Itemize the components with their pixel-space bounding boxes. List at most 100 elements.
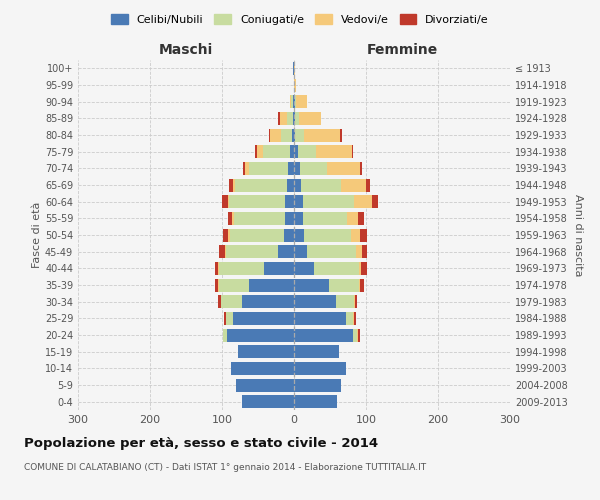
Bar xyxy=(288,162,294,175)
Bar xyxy=(294,312,346,325)
Bar xyxy=(294,278,329,291)
Bar xyxy=(226,312,233,325)
Bar xyxy=(287,112,293,125)
Bar xyxy=(356,245,362,258)
Bar xyxy=(294,328,353,342)
Bar xyxy=(341,178,366,192)
Bar xyxy=(294,195,302,208)
Bar xyxy=(362,245,367,258)
Bar xyxy=(358,212,364,225)
Bar xyxy=(219,262,264,275)
Bar xyxy=(292,128,294,141)
Bar xyxy=(304,228,351,241)
Text: COMUNE DI CALATABIANO (CT) - Dati ISTAT 1° gennaio 2014 - Elaborazione TUTTITALI: COMUNE DI CALATABIANO (CT) - Dati ISTAT … xyxy=(24,462,426,471)
Bar xyxy=(222,195,228,208)
Bar xyxy=(270,128,281,141)
Bar xyxy=(360,278,364,291)
Bar xyxy=(294,128,295,141)
Bar xyxy=(278,112,280,125)
Bar xyxy=(294,212,302,225)
Bar xyxy=(278,245,294,258)
Bar xyxy=(294,178,301,192)
Bar xyxy=(359,228,367,241)
Bar xyxy=(229,195,286,208)
Bar xyxy=(329,278,359,291)
Bar xyxy=(359,278,360,291)
Bar xyxy=(233,312,294,325)
Bar xyxy=(294,78,296,92)
Bar xyxy=(359,262,361,275)
Bar xyxy=(316,145,352,158)
Bar xyxy=(296,95,307,108)
Bar xyxy=(294,362,346,375)
Bar xyxy=(304,128,340,141)
Bar xyxy=(294,62,295,75)
Bar xyxy=(294,95,295,108)
Bar xyxy=(219,245,225,258)
Bar xyxy=(373,195,378,208)
Bar xyxy=(287,178,294,192)
Bar xyxy=(229,178,233,192)
Y-axis label: Anni di nascita: Anni di nascita xyxy=(573,194,583,276)
Bar xyxy=(238,345,294,358)
Bar xyxy=(255,145,257,158)
Bar xyxy=(358,328,359,342)
Bar xyxy=(291,95,293,108)
Bar xyxy=(352,145,353,158)
Bar xyxy=(235,178,287,192)
Bar xyxy=(264,262,294,275)
Legend: Celibi/Nubili, Coniugati/e, Vedovi/e, Divorziati/e: Celibi/Nubili, Coniugati/e, Vedovi/e, Di… xyxy=(108,10,492,28)
Bar xyxy=(359,162,362,175)
Bar xyxy=(366,178,370,192)
Bar xyxy=(320,112,322,125)
Bar xyxy=(269,128,270,141)
Bar xyxy=(280,112,287,125)
Bar xyxy=(293,112,294,125)
Bar xyxy=(294,228,304,241)
Text: Popolazione per età, sesso e stato civile - 2014: Popolazione per età, sesso e stato civil… xyxy=(24,438,378,450)
Bar xyxy=(347,212,358,225)
Bar xyxy=(218,278,219,291)
Bar xyxy=(243,162,245,175)
Bar xyxy=(221,295,242,308)
Bar xyxy=(263,145,290,158)
Bar xyxy=(294,378,341,392)
Bar xyxy=(284,228,294,241)
Bar xyxy=(230,362,294,375)
Bar xyxy=(293,95,294,108)
Bar xyxy=(294,145,298,158)
Bar xyxy=(232,212,233,225)
Bar xyxy=(353,328,356,342)
Bar xyxy=(355,295,358,308)
Bar xyxy=(301,178,341,192)
Bar xyxy=(340,128,341,141)
Bar xyxy=(228,195,229,208)
Bar xyxy=(314,262,359,275)
Bar xyxy=(226,245,278,258)
Bar xyxy=(227,328,294,342)
Bar xyxy=(242,395,294,408)
Bar xyxy=(302,195,355,208)
Bar xyxy=(245,162,248,175)
Bar xyxy=(351,228,359,241)
Bar xyxy=(290,145,294,158)
Bar xyxy=(294,395,337,408)
Bar xyxy=(355,312,356,325)
Bar xyxy=(298,145,316,158)
Bar xyxy=(294,162,300,175)
Bar xyxy=(294,245,307,258)
Bar xyxy=(295,112,299,125)
Bar xyxy=(299,112,320,125)
Bar xyxy=(218,295,221,308)
Bar xyxy=(224,312,226,325)
Bar xyxy=(215,262,218,275)
Bar xyxy=(307,245,356,258)
Bar xyxy=(229,228,230,241)
Bar xyxy=(257,145,263,158)
Bar xyxy=(294,295,336,308)
Bar xyxy=(290,95,291,108)
Text: Femmine: Femmine xyxy=(367,42,437,56)
Bar xyxy=(229,212,232,225)
Bar xyxy=(300,162,327,175)
Bar xyxy=(236,378,294,392)
